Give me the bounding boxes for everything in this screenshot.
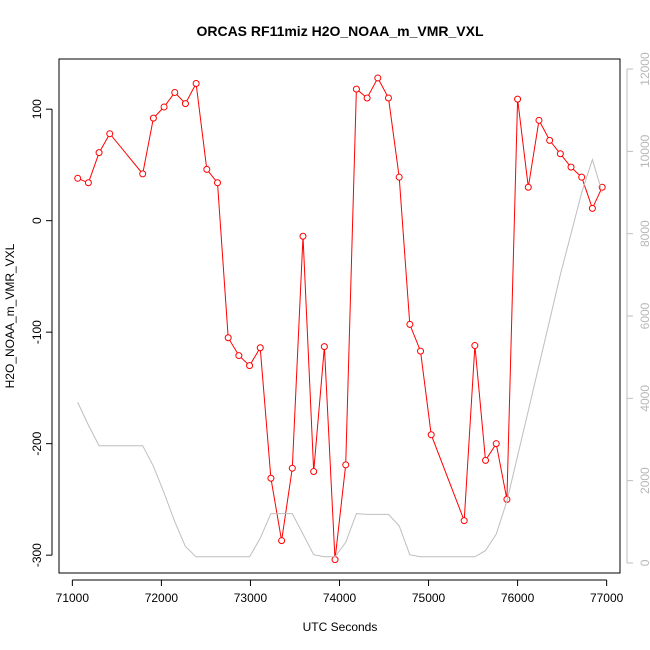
data-point — [246, 362, 254, 370]
data-point — [417, 347, 425, 355]
data-point — [139, 170, 147, 178]
data-point — [299, 232, 307, 240]
y2-tick-label: 4000 — [638, 385, 650, 412]
secondary-series-line — [77, 157, 603, 558]
data-point — [588, 204, 596, 212]
data-point — [214, 179, 222, 187]
data-point — [460, 517, 468, 525]
data-point — [342, 461, 350, 469]
x-axis: 71000 72000 73000 74000 75000 76000 77000 — [56, 579, 624, 605]
data-point — [310, 468, 318, 476]
data-point — [514, 95, 522, 103]
x-tick-label: 76000 — [501, 591, 535, 605]
data-point — [74, 174, 82, 182]
primary-series-line — [77, 76, 603, 560]
data-point — [235, 352, 243, 360]
data-point — [427, 431, 435, 439]
data-point — [149, 114, 157, 122]
y-axis-label: H2O_NOAA_m_VMR_VXL — [3, 243, 17, 388]
y-axis-right: 0 2000 4000 6000 8000 10000 12000 — [626, 52, 650, 566]
x-tick-label: 71000 — [56, 591, 90, 605]
data-point — [535, 116, 543, 124]
chart-title: ORCAS RF11miz H2O_NOAA_m_VMR_VXL — [196, 23, 484, 39]
y-tick-label: -100 — [30, 320, 44, 344]
x-tick-label: 77000 — [590, 591, 624, 605]
data-point — [524, 183, 532, 191]
data-point — [374, 74, 382, 82]
y-tick-label: -300 — [30, 543, 44, 567]
plot-frame — [58, 58, 621, 574]
data-point — [160, 103, 168, 111]
data-point — [546, 136, 554, 144]
y2-tick-label: 6000 — [638, 302, 650, 329]
data-point — [95, 149, 103, 157]
y2-tick-label: 2000 — [638, 467, 650, 494]
data-point — [203, 165, 211, 173]
data-point — [288, 464, 296, 472]
data-point — [331, 556, 339, 564]
data-point — [181, 100, 189, 108]
data-point — [406, 320, 414, 328]
data-point — [556, 150, 564, 158]
data-point — [278, 537, 286, 545]
data-point — [256, 344, 264, 352]
y-axis-left: -300 -200 -100 0 100 — [30, 99, 53, 567]
y-tick-label: 0 — [30, 217, 44, 224]
x-tick-label: 73000 — [234, 591, 268, 605]
data-point — [267, 474, 275, 482]
data-point — [224, 334, 232, 342]
data-point — [492, 440, 500, 448]
y-tick-label: -200 — [30, 431, 44, 455]
data-point — [471, 342, 479, 350]
x-axis-label: UTC Seconds — [303, 620, 378, 634]
y2-tick-label: 0 — [638, 559, 650, 566]
data-point — [482, 456, 490, 464]
data-point — [395, 173, 403, 181]
y-tick-label: 100 — [30, 99, 44, 119]
data-point — [192, 80, 200, 88]
y2-tick-label: 8000 — [638, 220, 650, 247]
series-layer — [74, 74, 606, 564]
data-point — [578, 173, 586, 181]
data-point — [320, 343, 328, 351]
data-point — [567, 163, 575, 171]
x-tick-label: 72000 — [145, 591, 179, 605]
y2-tick-label: 10000 — [638, 134, 650, 168]
data-point — [171, 88, 179, 96]
data-point — [84, 179, 92, 187]
y2-tick-label: 12000 — [638, 52, 650, 86]
x-tick-label: 75000 — [412, 591, 446, 605]
data-point — [106, 130, 114, 138]
data-point — [363, 94, 371, 102]
data-point — [384, 94, 392, 102]
x-tick-label: 74000 — [323, 591, 357, 605]
data-point — [352, 85, 360, 93]
